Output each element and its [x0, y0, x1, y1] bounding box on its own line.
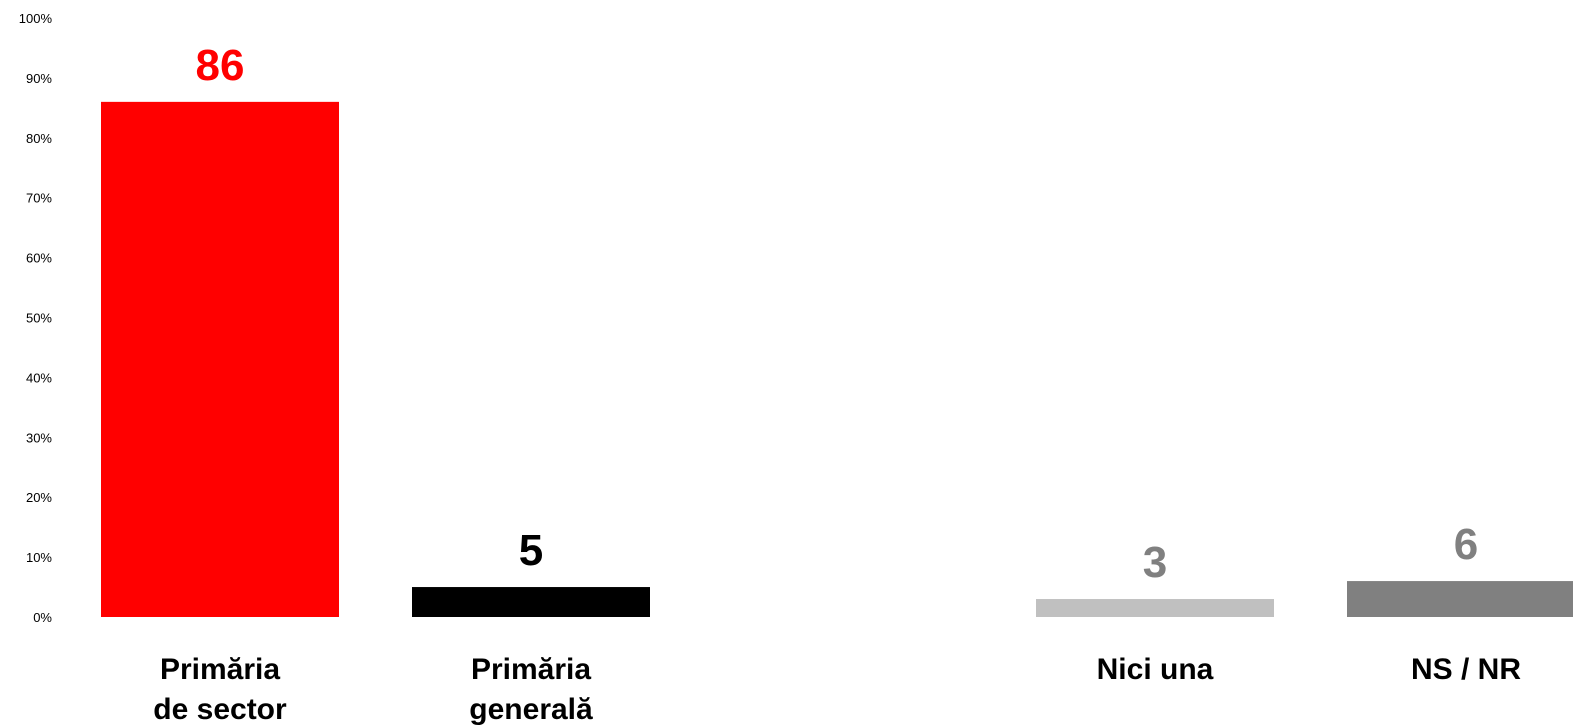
y-tick-label: 90% — [26, 71, 52, 86]
bar — [101, 101, 339, 618]
category-label: NS / NR — [1411, 653, 1521, 686]
y-tick-label: 80% — [26, 131, 52, 146]
value-label: 5 — [519, 526, 543, 575]
y-tick-label: 20% — [26, 490, 52, 505]
bars — [101, 101, 1573, 618]
y-tick-label: 70% — [26, 191, 52, 206]
category-label: Primăria — [471, 653, 591, 686]
category-label: de sector — [153, 693, 287, 726]
y-axis: 0% 10% 20% 30% 40% 50% 60% 70% 80% 90% 100% — [19, 11, 53, 625]
y-tick-label: 10% — [26, 550, 52, 565]
y-tick-label: 0% — [33, 610, 52, 625]
y-tick-label: 30% — [26, 430, 52, 445]
category-labels: Primăria de sector Primăria generală Nici un… — [153, 653, 1521, 726]
bar — [1036, 599, 1274, 617]
category-label: Primăria — [160, 653, 280, 686]
y-tick-label: 40% — [26, 370, 52, 385]
value-labels: 86 5 3 6 — [196, 41, 1479, 587]
y-tick-label: 50% — [26, 311, 52, 326]
value-label: 86 — [196, 41, 245, 90]
bar — [1347, 581, 1573, 617]
value-label: 3 — [1143, 538, 1167, 587]
category-label: generală — [469, 693, 593, 726]
y-tick-label: 100% — [19, 11, 53, 26]
y-tick-label: 60% — [26, 251, 52, 266]
value-label: 6 — [1454, 520, 1478, 569]
category-label: Nici una — [1097, 653, 1214, 686]
bar — [412, 587, 650, 617]
